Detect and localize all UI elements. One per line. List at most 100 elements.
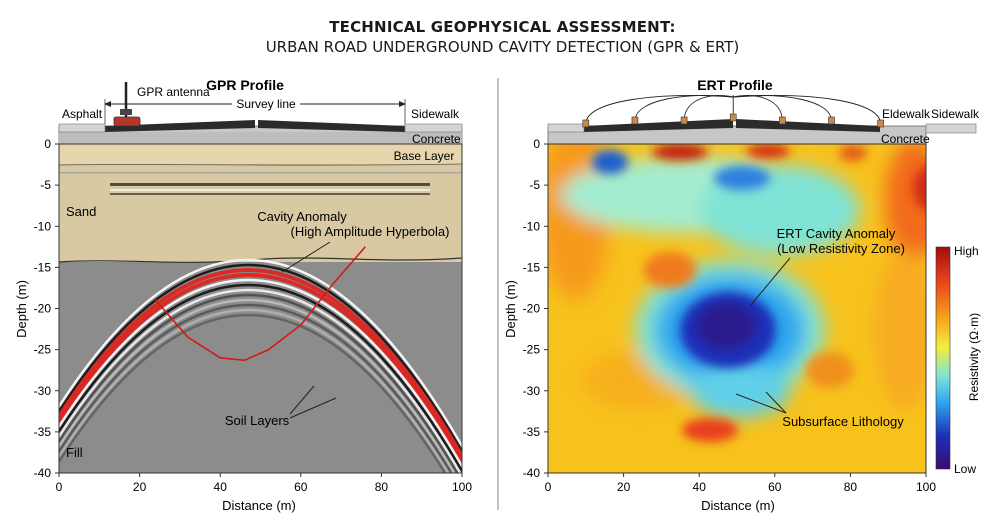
gpr-y-tick-label: -5 — [40, 178, 51, 192]
ert-panel-title: ERT Profile — [697, 77, 773, 93]
gpr-y-tick-label: -25 — [34, 343, 52, 357]
gpr-antenna-icon — [113, 82, 141, 127]
gpr-y-tick-label: -10 — [34, 219, 52, 233]
hyperbola-rings — [59, 258, 462, 473]
gpr-x-tick-label: 0 — [56, 480, 63, 494]
ert-y-tick-label: -15 — [523, 260, 541, 274]
ert-asphalt-left — [584, 119, 733, 132]
ert-concrete-label: Concrete — [881, 132, 930, 146]
ert-y-tick-label: 0 — [533, 137, 540, 151]
cavity-trace-line — [155, 246, 366, 362]
ert-x-tick-label: 40 — [693, 480, 707, 494]
eldewalk-label: Eldewalk — [882, 107, 931, 121]
electrode-icon — [877, 119, 884, 128]
colorbar-low-label: Low — [954, 462, 976, 476]
hyperbola-ring — [59, 298, 456, 473]
colorbar-gradient — [935, 246, 951, 470]
sand-layer — [59, 164, 462, 262]
hyperbola-ring — [59, 258, 462, 449]
ert-asphalt-right — [736, 119, 880, 132]
ert-y-tick-label: -20 — [523, 302, 541, 316]
electrode-icon — [828, 116, 835, 125]
electrode-icon — [779, 116, 786, 125]
gpr-x-axis-label: Distance (m) — [222, 498, 296, 513]
asphalt-label: Asphalt — [62, 107, 103, 121]
gpr-y-tick-label: -15 — [34, 260, 52, 274]
gpr-asphalt-left — [105, 120, 255, 132]
gpr-left-curb — [58, 123, 106, 133]
hyperbola-ring — [59, 308, 450, 473]
electrode-cable — [733, 95, 882, 125]
hyperbola-ring — [59, 303, 453, 473]
cavity-anomaly-label: Cavity Anomaly — [257, 209, 347, 224]
ert-anomaly-sublabel: (Low Resistivity Zone) — [777, 241, 905, 256]
fill-label: Fill — [66, 445, 83, 460]
ert-x-tick-label: 80 — [844, 480, 858, 494]
gpr-panel-title: GPR Profile — [206, 77, 284, 93]
ert-axes: 0 20 40 60 80 100 0 -5 -10 -15 -20 -25 -30 -35 -40 — [523, 137, 937, 494]
electrode-cable — [683, 95, 734, 122]
gpr-y-tick-label: -35 — [34, 425, 52, 439]
gpr-x-tick-label: 60 — [294, 480, 308, 494]
ert-electrode-array — [582, 95, 884, 128]
ert-y-tick-label: -35 — [523, 425, 541, 439]
ert-y-axis-label: Depth (m) — [503, 280, 518, 338]
figure-subtitle: URBAN ROAD UNDERGROUND CAVITY DETECTION … — [265, 38, 740, 56]
ert-blobs-core — [592, 144, 926, 442]
hyperbola-ring — [59, 293, 459, 473]
colorbar-title: Resistivity (Ω·m) — [967, 313, 981, 401]
hyperbola-ring — [59, 283, 462, 473]
ert-y-tick-label: -5 — [529, 178, 540, 192]
base-layer-label: Base Layer — [394, 149, 455, 163]
reflection-streaks — [59, 172, 462, 195]
electrode-icon — [582, 119, 590, 128]
soil-pointer-2 — [289, 397, 337, 419]
ert-blobs-broad — [548, 144, 926, 418]
ert-panel: ERT Profile Eldewalk Sidewalk Concrete — [503, 77, 981, 513]
ert-x-tick-label: 20 — [617, 480, 631, 494]
gpr-right-curb — [404, 123, 463, 133]
gpr-y-tick-label: -20 — [34, 302, 52, 316]
gpr-road-section — [58, 120, 463, 145]
ert-x-tick-label: 60 — [768, 480, 782, 494]
gpr-axes: 0 20 40 60 80 100 0 -5 -10 -15 -20 -25 -30 -35 -40 — [34, 137, 473, 494]
ert-anomaly-label: ERT Cavity Anomaly — [777, 226, 896, 241]
hyperbola-ring — [59, 273, 462, 466]
ert-y-tick-label: -10 — [523, 219, 541, 233]
gpr-y-tick-label: 0 — [44, 137, 51, 151]
gpr-antenna-label: GPR antenna — [137, 85, 210, 99]
lithology-label: Subsurface Lithology — [782, 414, 904, 429]
electrode-icon — [729, 113, 737, 122]
gpr-concrete-label: Concrete — [412, 132, 461, 146]
hyperbola-ring — [59, 288, 462, 473]
cavity-anomaly-pointer — [281, 241, 331, 273]
electrode-icon — [680, 116, 688, 125]
ert-y-tick-label: -25 — [523, 343, 541, 357]
gpr-x-tick-label: 80 — [375, 480, 389, 494]
hyperbola-ring — [59, 263, 462, 454]
ert-x-tick-label: 100 — [916, 480, 936, 494]
gpr-panel: GPR Profile GPR antenna Survey line A — [14, 77, 473, 513]
resistivity-colorbar: High Low Resistivity (Ω·m) — [935, 244, 981, 476]
electrode-cable — [733, 95, 783, 122]
electrode-icon — [631, 116, 639, 125]
base-layer — [59, 144, 462, 164]
ert-right-curb — [925, 123, 977, 134]
gpr-y-tick-label: -40 — [34, 466, 52, 480]
ert-anomaly-pointer — [749, 257, 791, 307]
gpr-x-tick-label: 100 — [452, 480, 472, 494]
hyperbola-ring — [59, 278, 462, 469]
ert-left-curb — [547, 123, 585, 133]
figure-title: TECHNICAL GEOPHYSICAL ASSESSMENT: — [329, 18, 676, 36]
lithology-pointer-2 — [765, 391, 787, 414]
survey-line-label: Survey line — [236, 97, 296, 111]
ert-road-section — [547, 119, 977, 145]
gpr-radargram — [59, 144, 462, 473]
soil-pointer-1 — [289, 385, 315, 415]
ert-x-tick-label: 0 — [545, 480, 552, 494]
colorbar-high-label: High — [954, 244, 979, 258]
gpr-y-tick-label: -30 — [34, 384, 52, 398]
ert-y-tick-label: -30 — [523, 384, 541, 398]
gpr-x-tick-label: 40 — [214, 480, 228, 494]
